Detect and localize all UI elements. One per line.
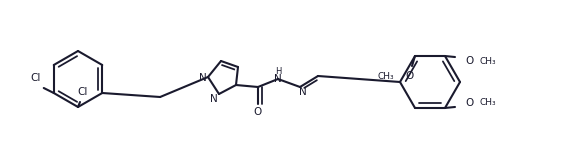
- Text: N: N: [199, 73, 207, 83]
- Text: CH₃: CH₃: [377, 72, 394, 80]
- Text: N: N: [274, 74, 282, 84]
- Text: O: O: [406, 71, 414, 81]
- Text: CH₃: CH₃: [479, 56, 496, 66]
- Text: N: N: [210, 94, 218, 104]
- Text: Cl: Cl: [78, 87, 88, 97]
- Text: N: N: [299, 87, 307, 97]
- Text: Cl: Cl: [30, 73, 41, 83]
- Text: O: O: [254, 107, 262, 117]
- Text: O: O: [465, 56, 473, 66]
- Text: CH₃: CH₃: [479, 98, 496, 107]
- Text: H: H: [275, 68, 281, 76]
- Text: O: O: [465, 98, 473, 108]
